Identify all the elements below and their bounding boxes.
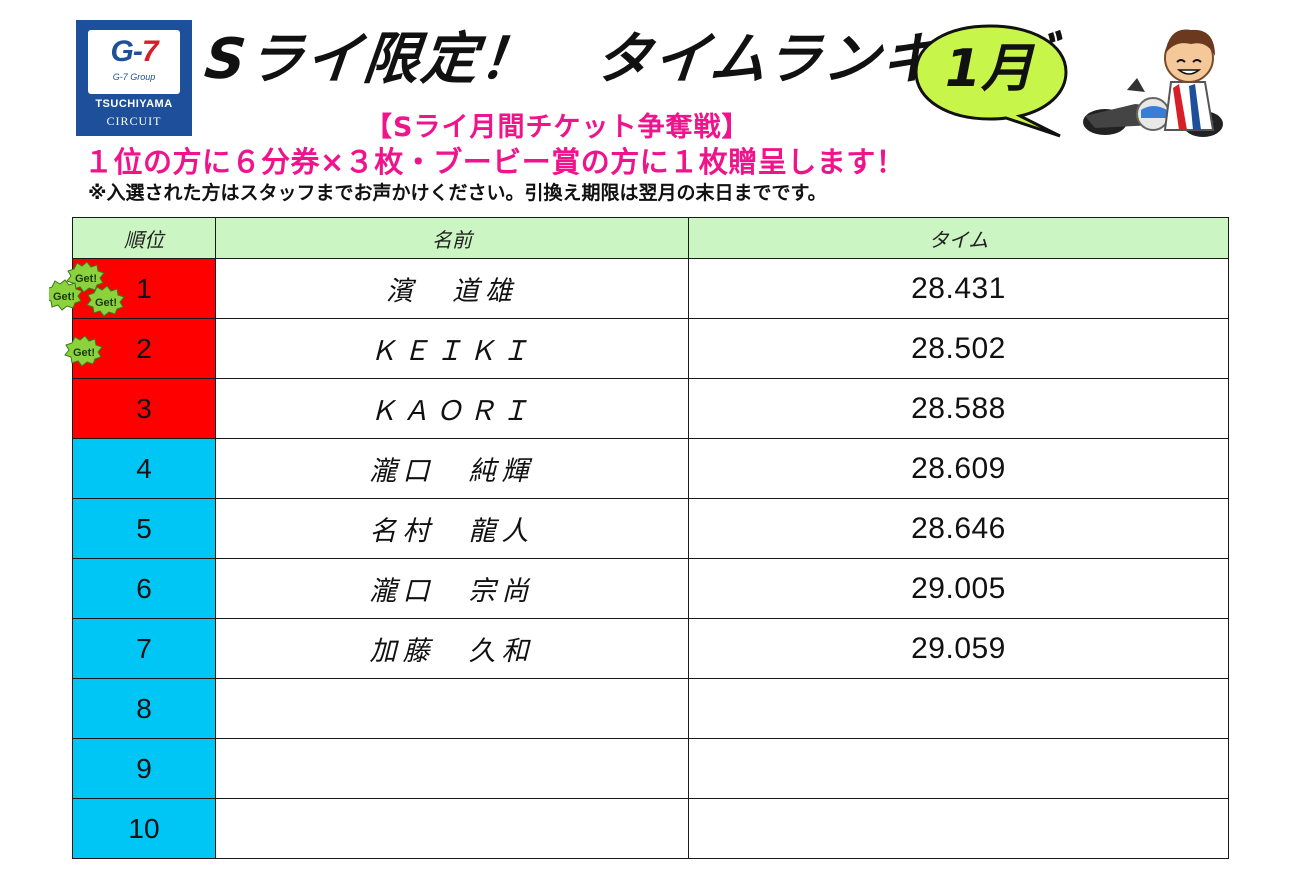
speech-bubble-icon <box>914 24 1068 138</box>
name-cell <box>215 678 689 739</box>
logo-group-label: G-7 Group <box>112 72 156 82</box>
table-row: 8 <box>72 678 1229 739</box>
logo-mark: G-7 <box>110 35 158 68</box>
table-row: Get! Get! Get! 1 濱 道雄 28.431 <box>49 258 1229 319</box>
name-cell: ＫＥＩＫＩ <box>215 318 689 379</box>
logo-mark-panel: G-7 G-7 Group <box>88 30 180 94</box>
rank-number: 1 <box>136 272 152 304</box>
name-cell: 名村 龍人 <box>215 498 689 559</box>
rank-cell: 5 <box>72 498 216 559</box>
name-cell: ＫＡＯＲＩ <box>215 378 689 439</box>
ranking-table: 順位 名前 タイム Get! Get! Get! <box>49 217 1229 859</box>
rank-cell: 9 <box>72 738 216 799</box>
rank-cell: Get! 2 <box>64 318 216 379</box>
table-row: Get! 2 ＫＥＩＫＩ 28.502 <box>64 318 1229 379</box>
name-cell: 瀧口 純輝 <box>215 438 689 499</box>
table-row: 10 <box>72 798 1229 859</box>
table-row: 5 名村 龍人 28.646 <box>72 498 1229 559</box>
campaign-subtitle: 【Sライ月間チケット争奪戦】 <box>365 112 750 143</box>
rank-cell: 6 <box>72 558 216 619</box>
logo-circuit-name: TSUCHIYAMA <box>95 98 173 110</box>
redemption-notice: ※入選された方はスタッフまでお声かけください。引換え期限は翌月の末日までです。 <box>88 182 827 204</box>
time-cell: 28.502 <box>688 318 1229 379</box>
header-rank: 順位 <box>72 217 216 259</box>
time-cell <box>688 738 1229 799</box>
time-cell: 28.609 <box>688 438 1229 499</box>
table-row: 6 瀧口 宗尚 29.005 <box>72 558 1229 619</box>
time-cell <box>688 798 1229 859</box>
rank-cell: 7 <box>72 618 216 679</box>
time-cell: 28.646 <box>688 498 1229 559</box>
name-cell <box>215 798 689 859</box>
time-cell: 28.431 <box>688 258 1229 319</box>
svg-text:Get!: Get! <box>75 273 97 285</box>
svg-text:Get!: Get! <box>95 297 117 309</box>
name-cell: 加藤 久和 <box>215 618 689 679</box>
time-cell: 29.059 <box>688 618 1229 679</box>
logo-circuit-sub: CIRCUIT <box>106 114 162 128</box>
table-row: 3 ＫＡＯＲＩ 28.588 <box>72 378 1229 439</box>
time-cell: 28.588 <box>688 378 1229 439</box>
name-cell <box>215 738 689 799</box>
rank-cell: 4 <box>72 438 216 499</box>
get-badge-icon: Get! Get! Get! <box>49 261 125 317</box>
month-label: 1月 <box>944 39 1034 99</box>
prize-description: １位の方に６分券×３枚・ブービー賞の方に１枚贈呈します！ <box>84 145 906 179</box>
time-cell <box>688 678 1229 739</box>
header-name: 名前 <box>215 217 689 259</box>
racer-mascot-icon <box>1083 29 1223 137</box>
table-row: 7 加藤 久和 29.059 <box>72 618 1229 679</box>
name-cell: 濱 道雄 <box>215 258 689 319</box>
rank-cell: 10 <box>72 798 216 859</box>
circuit-logo: G-7 G-7 Group TSUCHIYAMA CIRCUIT <box>76 20 192 136</box>
table-row: 9 <box>72 738 1229 799</box>
table-header-row: 順位 名前 タイム <box>72 217 1229 259</box>
rank-number: 2 <box>136 332 152 364</box>
svg-text:Get!: Get! <box>53 291 75 303</box>
rank-cell: 8 <box>72 678 216 739</box>
time-cell: 29.005 <box>688 558 1229 619</box>
table-row: 4 瀧口 純輝 28.609 <box>72 438 1229 499</box>
svg-text:Get!: Get! <box>73 347 95 359</box>
header-time: タイム <box>688 217 1229 259</box>
get-badge-icon: Get! <box>64 335 103 367</box>
rank-cell: 3 <box>72 378 216 439</box>
rank-cell: Get! Get! Get! 1 <box>49 258 216 319</box>
name-cell: 瀧口 宗尚 <box>215 558 689 619</box>
